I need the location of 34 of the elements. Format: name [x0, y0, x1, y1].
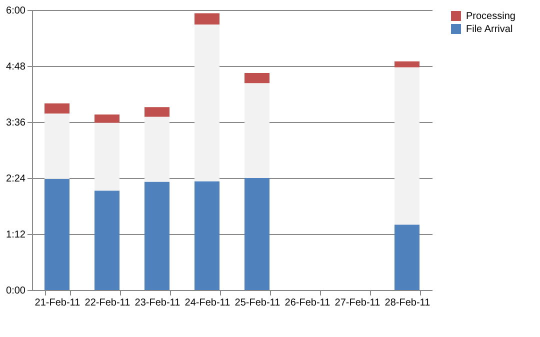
bar — [144, 182, 170, 290]
legend-label: Processing — [466, 11, 516, 22]
y-tick-label: 3:36 — [6, 118, 26, 128]
x-tick-label: 21-Feb-11 — [34, 298, 81, 308]
bar — [394, 61, 420, 68]
y-tick-label: 0:00 — [6, 286, 26, 296]
x-tick-label: 28-Feb-11 — [384, 298, 431, 308]
bar — [44, 103, 70, 114]
bar — [394, 224, 420, 290]
bar — [194, 13, 220, 24]
x-tick-label: 24-Feb-11 — [184, 298, 231, 308]
bar — [244, 83, 270, 178]
x-tick-label: 22-Feb-11 — [84, 298, 131, 308]
x-tick-label: 27-Feb-11 — [334, 298, 381, 308]
bar — [94, 190, 120, 290]
bar — [44, 114, 70, 179]
bar — [244, 178, 270, 290]
x-tick-label: 26-Feb-11 — [284, 298, 331, 308]
bar — [244, 73, 270, 84]
x-tick-label: 23-Feb-11 — [134, 298, 181, 308]
bar — [94, 114, 120, 123]
bar — [194, 24, 220, 182]
bar — [194, 181, 220, 290]
bar — [144, 107, 170, 117]
bar — [94, 122, 120, 191]
bar — [394, 67, 420, 225]
bar — [144, 116, 170, 182]
y-tick-label: 1:12 — [6, 230, 26, 240]
legend-label: File Arrival — [466, 24, 513, 35]
y-tick-label: 2:24 — [6, 174, 26, 184]
bar — [44, 178, 70, 290]
y-tick-label: 4:48 — [6, 62, 26, 72]
y-tick-label: 6:00 — [6, 6, 26, 16]
x-tick-label: 25-Feb-11 — [234, 298, 281, 308]
